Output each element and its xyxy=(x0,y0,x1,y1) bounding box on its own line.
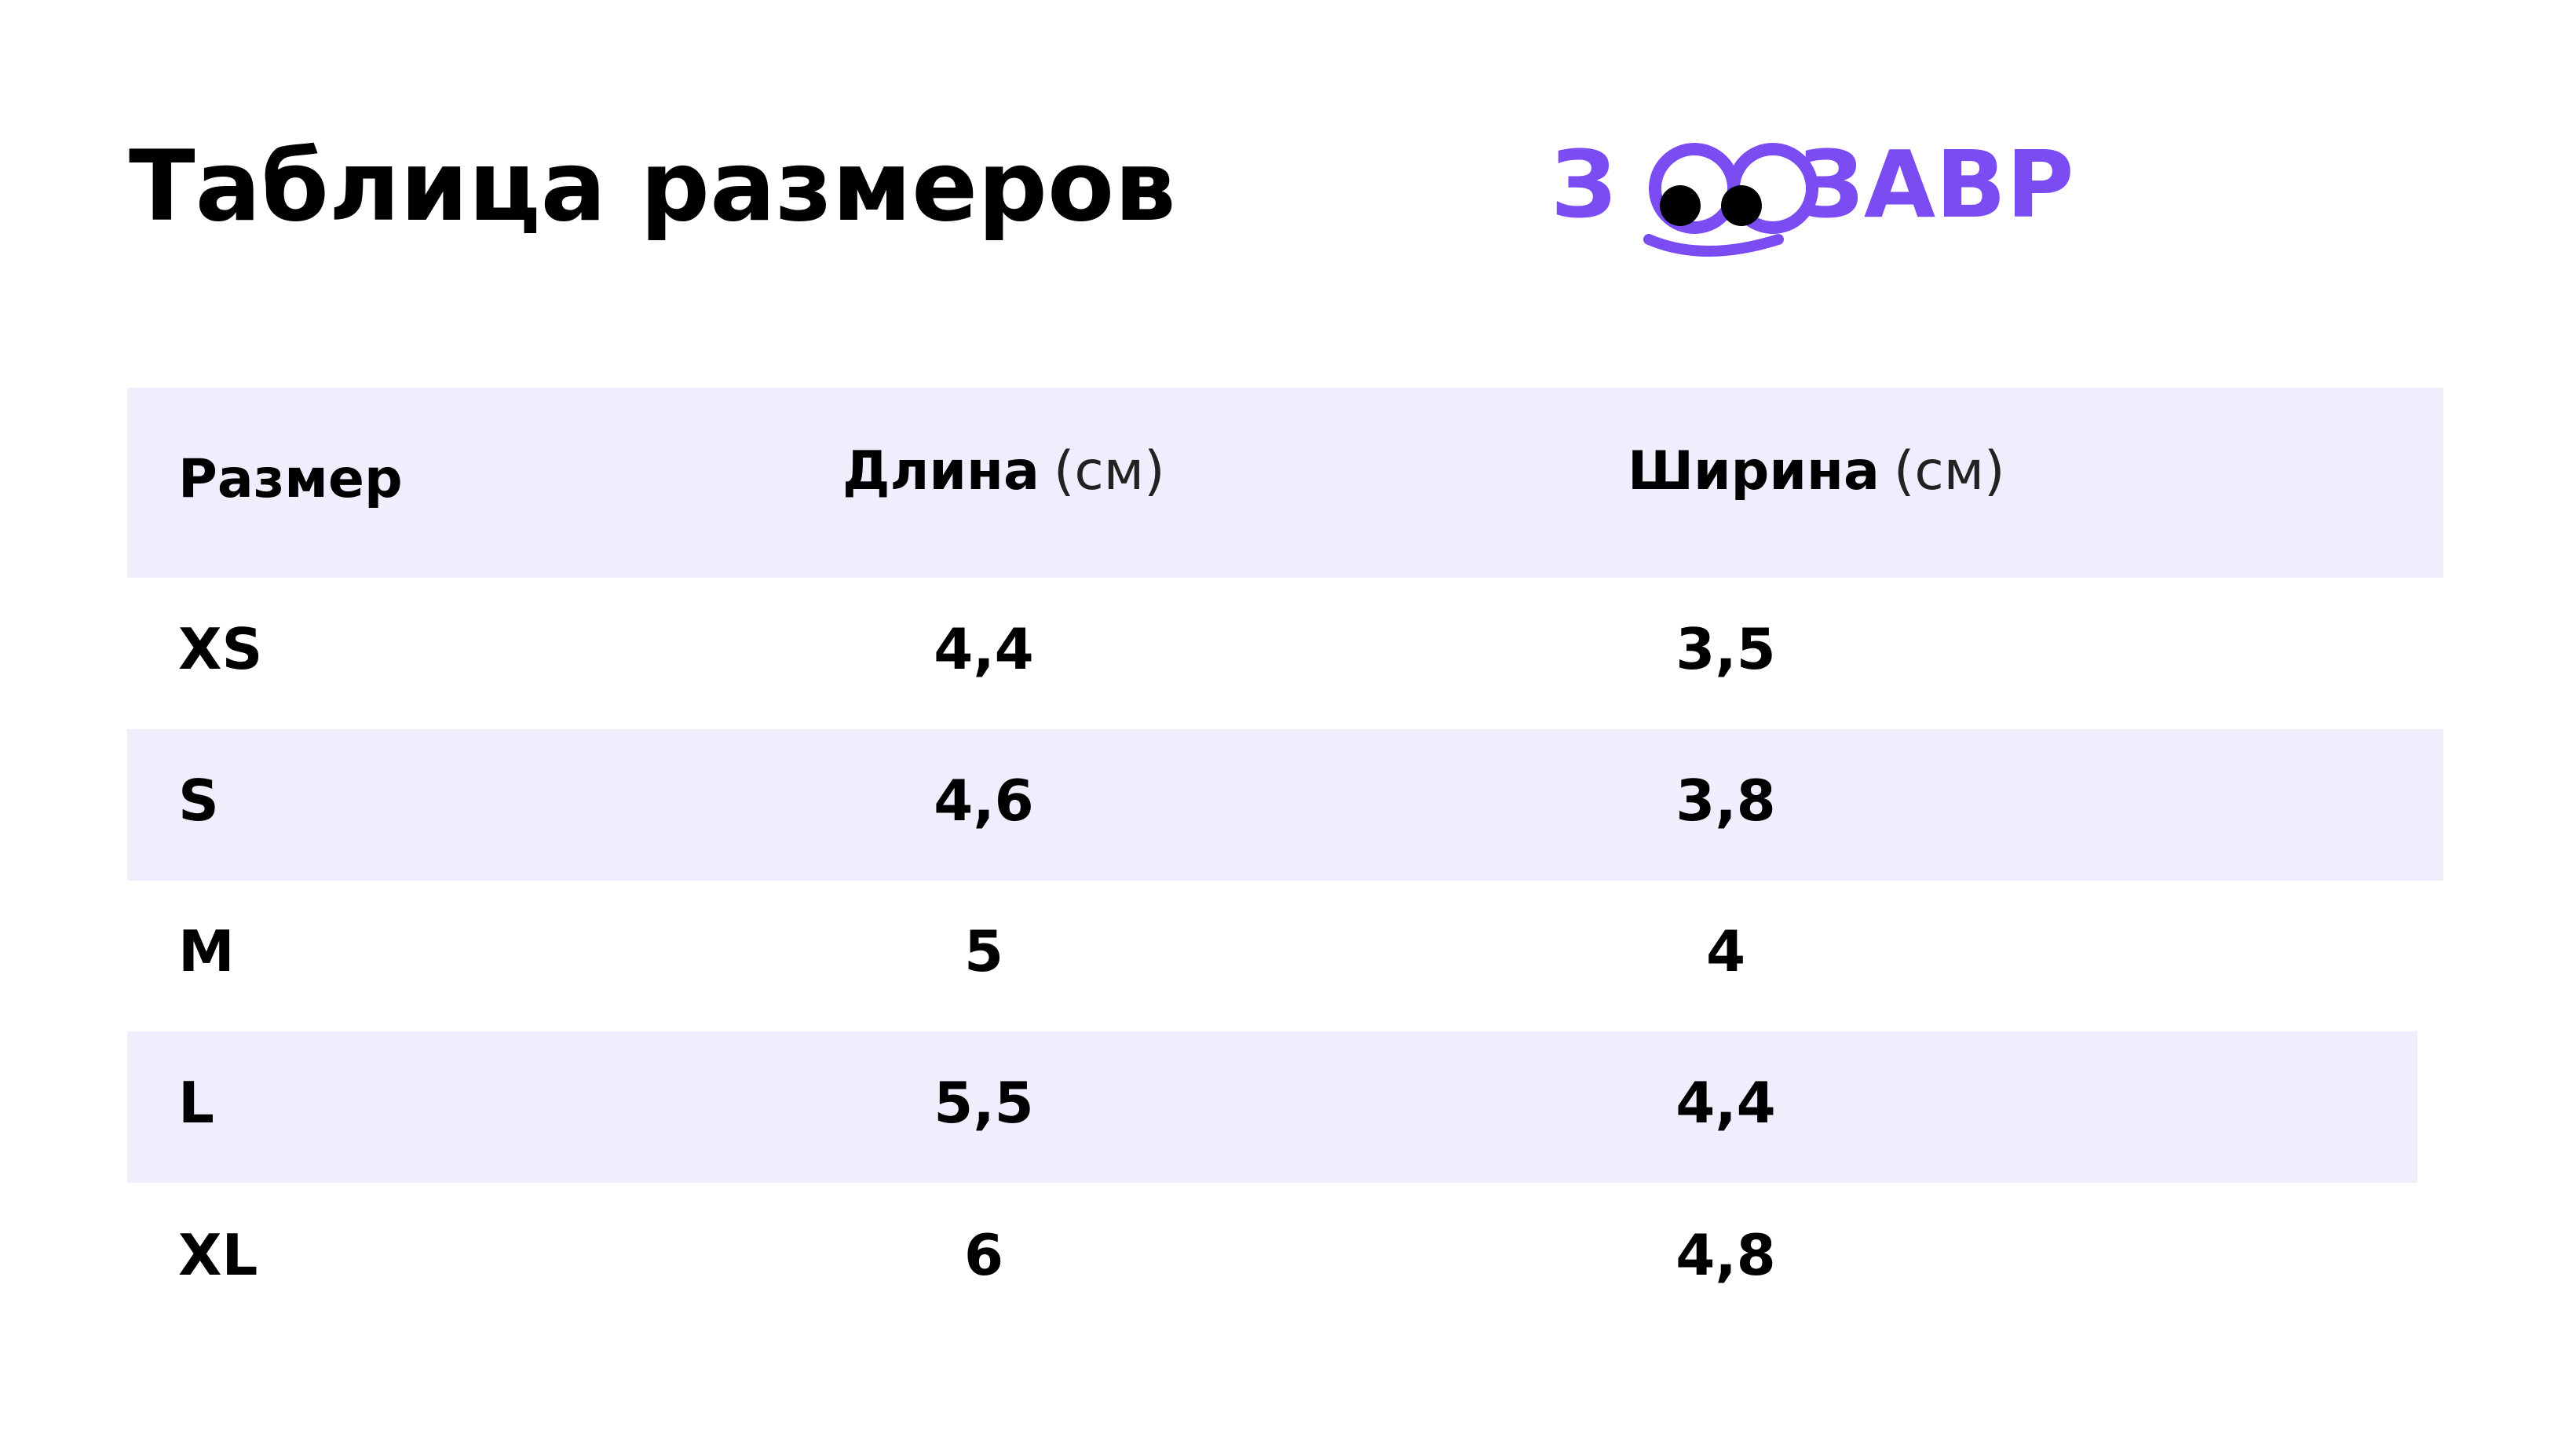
row-bg xyxy=(127,1031,2417,1183)
size-table: Размер Длина (см) Ширина (см)XS 4,4 3,5S 4,6 3,8… xyxy=(127,388,2443,1288)
cell: 4,6 xyxy=(934,768,1034,834)
cell: 5 xyxy=(964,918,1003,984)
column-header: Размер xyxy=(178,448,403,510)
cell: 3,5 xyxy=(1676,616,1776,682)
column-name: Длина xyxy=(842,440,1040,502)
cell: M xyxy=(178,918,235,984)
cell: 5,5 xyxy=(934,1070,1034,1136)
header-row-bg xyxy=(127,388,2443,578)
logo: З ЗАВР xyxy=(1551,130,2074,257)
logo-smile xyxy=(1643,234,1784,257)
logo-left: З xyxy=(1551,130,1617,239)
column-header: Длина (см) xyxy=(842,440,1165,502)
column-name: Ширина xyxy=(1628,440,1880,502)
row-bg xyxy=(127,729,2443,881)
cell: XS xyxy=(178,616,262,682)
cell: 4 xyxy=(1706,918,1745,984)
page-title: Таблица размеров xyxy=(129,130,1176,243)
cell: 4,4 xyxy=(1676,1070,1776,1136)
column-unit: (см) xyxy=(1894,440,2005,502)
column-header: Ширина (см) xyxy=(1628,440,2005,502)
logo-pupil xyxy=(1660,185,1701,226)
cell: 3,8 xyxy=(1676,768,1776,834)
cell: 6 xyxy=(964,1222,1003,1288)
logo-right: ЗАВР xyxy=(1798,130,2074,239)
cell: S xyxy=(178,768,219,834)
cell: 4,8 xyxy=(1676,1222,1776,1288)
cell: XL xyxy=(178,1222,258,1288)
cell: 4,4 xyxy=(934,616,1034,682)
column-name: Размер xyxy=(178,448,403,510)
logo-pupil xyxy=(1721,185,1762,226)
column-unit: (см) xyxy=(1054,440,1165,502)
cell: L xyxy=(178,1070,214,1136)
